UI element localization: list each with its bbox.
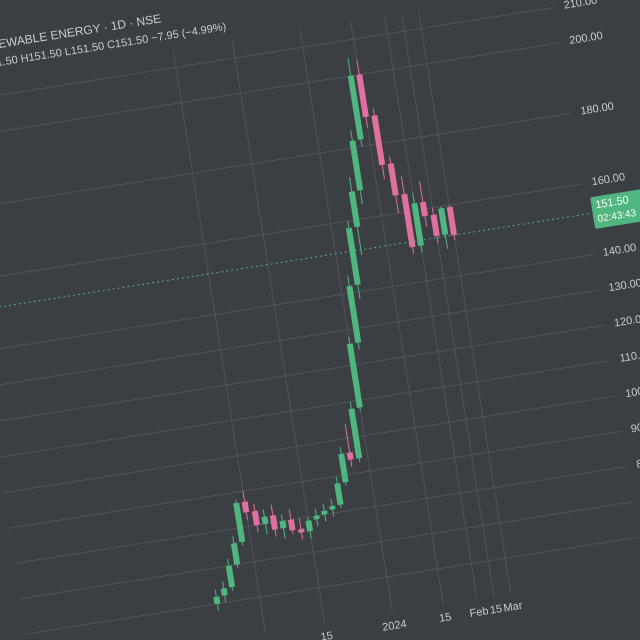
x-tick-label: 15 — [438, 611, 452, 625]
grid-line — [299, 29, 393, 613]
y-tick-label: 210.00 — [563, 0, 598, 12]
candle-body — [345, 227, 361, 286]
last-price-line — [0, 212, 591, 312]
candle-body — [321, 510, 328, 515]
grid-line — [0, 289, 599, 388]
candle-body — [251, 510, 260, 526]
y-tick-label: 140.00 — [602, 242, 637, 259]
grid-line — [19, 501, 633, 600]
grid-line — [25, 536, 638, 635]
candle-body — [279, 520, 287, 529]
y-tick-label: 200.00 — [569, 30, 604, 47]
grid-line — [172, 49, 266, 633]
candle-body — [313, 515, 320, 520]
y-tick-label: 100.00 — [624, 383, 640, 400]
y-tick-label: 110.00 — [619, 348, 640, 365]
grid-line — [0, 360, 610, 459]
grid-line — [0, 183, 583, 282]
candle-body — [334, 482, 344, 506]
candle-body — [220, 587, 228, 596]
candle-body — [329, 505, 336, 510]
grid-line — [401, 13, 495, 597]
y-tick-label: 180.00 — [580, 101, 615, 118]
grid-line — [8, 430, 622, 529]
candle-body — [213, 596, 221, 605]
candle-body — [287, 519, 296, 531]
candle-body — [230, 542, 241, 565]
candle-body — [347, 75, 364, 140]
candle-wick — [344, 424, 353, 467]
candle-body — [438, 207, 449, 236]
x-tick-label: Feb — [469, 605, 490, 620]
candle-body — [348, 191, 361, 228]
candle-body — [411, 202, 425, 247]
candle-body — [349, 140, 364, 191]
candle-body — [419, 201, 429, 217]
candle-body — [225, 565, 236, 588]
y-tick-label: 90.00 — [630, 419, 640, 435]
candle-body — [371, 115, 386, 166]
candle-body — [346, 343, 363, 408]
candle-body — [269, 514, 279, 530]
candle-body — [430, 214, 440, 237]
candle-body — [446, 206, 458, 236]
grid-line — [14, 466, 627, 565]
x-tick-label: Mar — [503, 600, 524, 615]
grid-line — [418, 10, 512, 594]
grid-line — [384, 16, 478, 599]
candle-body — [348, 408, 363, 459]
grid-line — [0, 254, 594, 353]
grid-line — [0, 42, 560, 141]
grid-line — [3, 395, 616, 494]
candle-body — [305, 520, 314, 532]
candle-body — [298, 528, 305, 533]
grid-line — [0, 112, 571, 211]
candle-body — [233, 502, 246, 543]
y-tick-label: 80.00 — [636, 455, 640, 471]
y-tick-label: 160.00 — [591, 171, 626, 188]
x-tick-label: Dec — [257, 639, 279, 640]
last-price-label: 151.50 — [595, 194, 630, 211]
x-tick-label: 15 — [320, 630, 334, 640]
y-tick-label: 120.00 — [613, 312, 640, 329]
candle-body — [346, 285, 362, 344]
candle-body — [261, 516, 269, 525]
candle-body — [241, 501, 250, 513]
grid-line — [0, 6, 555, 105]
x-tick-label: 2024 — [381, 618, 407, 634]
candle-body — [387, 163, 399, 196]
grid-line — [0, 324, 605, 423]
candle-body — [338, 453, 349, 483]
candle-body — [356, 74, 369, 118]
y-tick-label: 130.00 — [608, 277, 640, 294]
candle-body — [346, 452, 354, 461]
candle-body — [401, 193, 416, 248]
x-tick-label: 15 — [489, 603, 503, 617]
